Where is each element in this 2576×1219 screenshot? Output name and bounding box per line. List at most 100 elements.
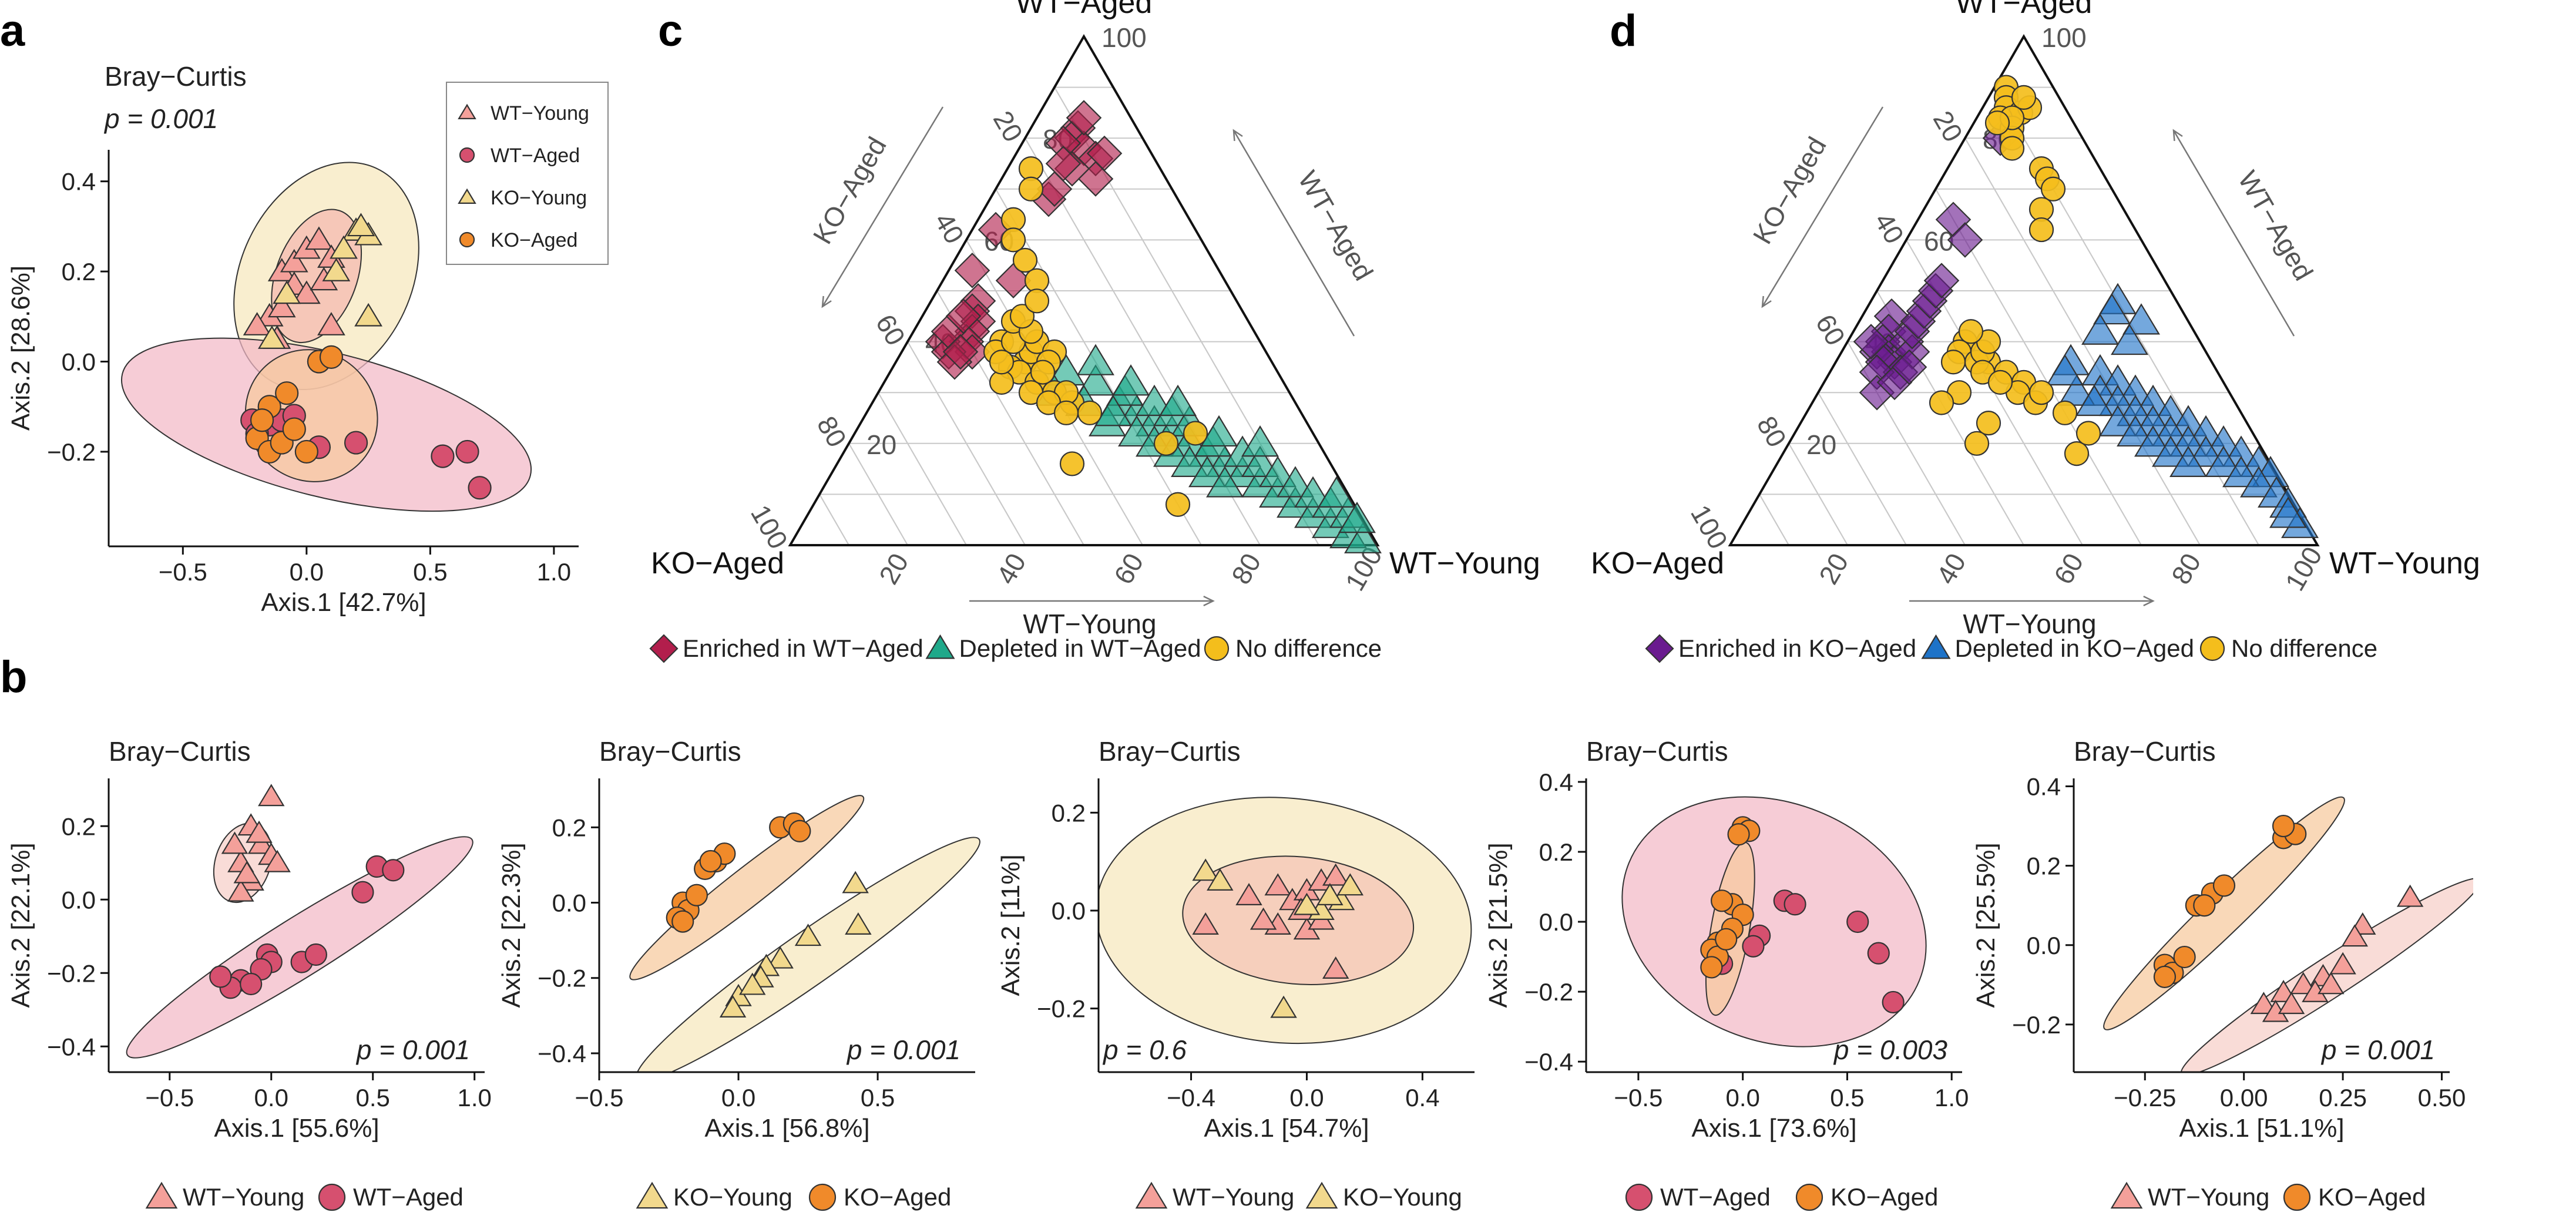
ternary-point-no-difference (1976, 411, 2001, 436)
y-tick-label: 0.2 (2027, 852, 2061, 880)
y-tick-label: 0.4 (2027, 773, 2061, 801)
ternary-point-enriched-in-wt-aged (1077, 161, 1114, 197)
ternary-point-no-difference (1987, 370, 2013, 395)
ternary-point-no-difference (2052, 400, 2078, 425)
ternary-point-no-difference (1024, 288, 1050, 314)
x-tick-label: 0.0 (290, 558, 324, 586)
plot-area (120, 162, 532, 512)
chart-title: Bray−Curtis (2074, 736, 2216, 767)
y-axis-label: Axis.2 [11%] (996, 854, 1025, 996)
legend-label: No difference (2231, 634, 2377, 662)
ternary-point-depleted-in-wt-aged (1294, 476, 1332, 508)
legend-label: WT−Young (183, 1183, 304, 1211)
data-point-ko-young (1316, 883, 1344, 905)
data-point-wt-young (1264, 873, 1291, 896)
p-value-label: p = 0.001 (2320, 1035, 2435, 1065)
vertex-label-right: WT−Young (1389, 546, 1540, 580)
grid-line-left (1788, 443, 1848, 546)
legend-marker (636, 1181, 669, 1209)
data-point-wt-aged (1846, 910, 1869, 933)
x-tick-label: 0.5 (413, 558, 447, 586)
ternary-point-depleted-in-ko-aged (2075, 384, 2113, 417)
ternary-point-no-difference (2075, 421, 2101, 446)
pcoa-panel-b5: −0.25 0.00 0.25 0.50 −0.2 0.0 0.2 0.4 Axis.1 [51… (1972, 736, 2473, 1211)
data-point-wt-young (1192, 912, 1219, 935)
ternary-point-no-difference (1059, 451, 1085, 476)
ternary-point-no-difference (1018, 176, 1044, 202)
right-edge-tick-label: 100 (2041, 22, 2087, 53)
y-tick-label: −0.2 (2012, 1011, 2061, 1039)
data-point-wt-young (1322, 863, 1349, 886)
y-tick-label: 0.4 (62, 168, 96, 196)
data-point-wt-aged (209, 965, 232, 988)
x-tick-label: 0.4 (1405, 1084, 1439, 1111)
data-point-ko-aged (1700, 956, 1723, 979)
x-tick-label: −0.4 (1167, 1084, 1215, 1111)
plot-area (2103, 796, 2473, 1072)
legend-marker (2199, 636, 2225, 661)
ternary-point-depleted-in-wt-aged (1338, 501, 1376, 533)
data-point-ko-young (273, 280, 301, 304)
ternary-point-depleted-in-ko-aged (2111, 323, 2148, 355)
ternary-point-enriched-in-wt-aged (1036, 171, 1073, 207)
x-axis-label: Axis.1 [56.8%] (704, 1114, 869, 1143)
data-point-wt-young (1250, 907, 1277, 930)
data-point-wt-young (2329, 952, 2356, 975)
data-point-wt-young (305, 226, 333, 250)
data-point-wt-aged (304, 943, 327, 966)
data-point-wt-young (221, 831, 248, 854)
legend-marker (1921, 634, 1951, 659)
ternary-point-depleted-in-wt-aged (1171, 445, 1208, 477)
legend-label: WT−Aged (353, 1183, 464, 1211)
ternary-point-no-difference (2064, 441, 2090, 466)
data-point-wt-aged (344, 431, 368, 455)
bottom-edge-tick-label: 60 (1108, 548, 1150, 589)
confidence-ellipse-1 (271, 209, 362, 344)
y-tick-label: −0.2 (538, 965, 586, 992)
legend-label: KO−Young (1343, 1183, 1462, 1211)
legend-marker (1204, 636, 1230, 661)
ternary-point-no-difference (1153, 431, 1179, 456)
ternary-panel-d: 202020404040606060808080100100100WT−Aged… (1591, 0, 2480, 663)
right-edge-tick-label: 20 (866, 429, 896, 460)
pcoa-panel-b4: −0.5 0.0 0.5 1.0 −0.4 −0.2 0.0 0.2 0.4 Axis.1 [73… (1484, 736, 1969, 1211)
data-point-ko-young (845, 912, 872, 935)
ternary-point-depleted-in-wt-aged (1077, 344, 1114, 375)
data-point-ko-young (330, 235, 358, 259)
data-point-wt-young (227, 879, 254, 902)
y-tick-label: 0.4 (1539, 768, 1573, 796)
plot-area (1621, 796, 1927, 1047)
x-tick-label: 0.0 (721, 1084, 755, 1111)
legend-label: WT−Young (2148, 1183, 2269, 1211)
y-tick-label: 0.0 (1052, 897, 1086, 925)
pcoa-panel-a: −0.5 0.0 0.5 1.0 −0.2 0.0 0.2 0.4 Axis.1 [42.7%]… (6, 61, 609, 617)
left-axis-arrow (821, 106, 944, 307)
x-axis-label: Axis.1 [55.6%] (214, 1114, 379, 1143)
ternary-point-no-difference (2028, 380, 2054, 405)
right-axis-arrow (1232, 130, 1355, 337)
data-point-ko-young (767, 946, 794, 969)
panel-letter-b: b (0, 652, 27, 702)
data-point-ko-aged (788, 820, 811, 842)
x-axis-label: Axis.1 [51.1%] (2179, 1114, 2344, 1143)
right-edge-tick-label: 20 (1806, 429, 1836, 460)
legend-marker (1305, 1181, 1338, 1209)
ternary-point-depleted-in-ko-aged (2240, 466, 2278, 498)
legend-label: WT−Young (1173, 1183, 1294, 1211)
ternary-point-depleted-in-ko-aged (2152, 435, 2189, 467)
legend-marker (1625, 1183, 1653, 1211)
y-tick-label: 0.0 (1539, 908, 1573, 936)
pcoa-panel-b1: −0.5 0.0 0.5 1.0 −0.4 −0.2 0.0 0.2 Axis.1 [55.6%… (6, 736, 492, 1211)
legend-label: Depleted in WT−Aged (959, 634, 1201, 662)
confidence-ellipse-0 (1621, 796, 1927, 1047)
data-point-ko-aged (699, 849, 722, 873)
ternary-point-depleted-in-wt-aged (1277, 466, 1314, 498)
data-point-wt-young (2250, 992, 2278, 1015)
data-point-wt-aged (431, 444, 455, 468)
x-tick-label: 1.0 (1934, 1084, 1969, 1111)
plot-area (126, 784, 473, 1059)
right-edge-tick-label: 100 (1101, 22, 1147, 53)
legend-marker (1645, 634, 1674, 663)
bottom-axis-arrow-head (2143, 596, 2155, 606)
p-value-label: p = 0.003 (1833, 1035, 1948, 1065)
